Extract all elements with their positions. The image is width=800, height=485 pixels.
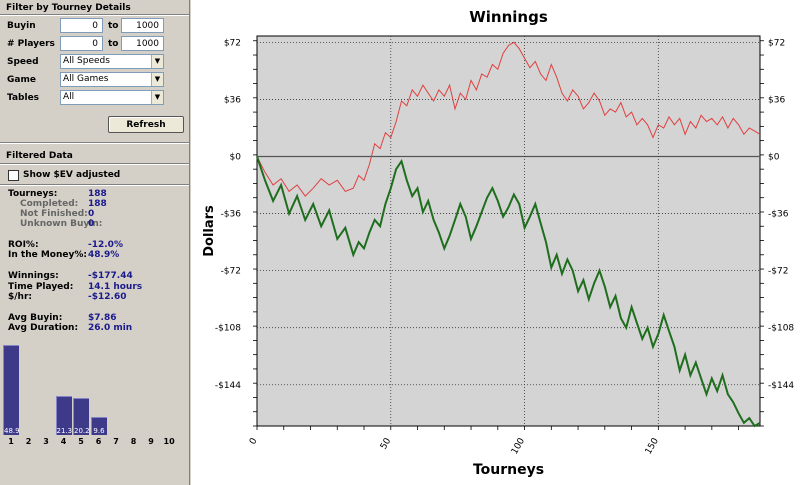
stat-label: Winnings: (8, 271, 59, 281)
plot-area (256, 35, 761, 427)
stat-label: Tourneys: (8, 189, 58, 199)
stat-value: 0 (88, 209, 95, 219)
game-select-value: All Games (63, 74, 109, 84)
histogram-bar-label: 20.2 (74, 427, 90, 435)
winnings-line (256, 156, 761, 428)
y-tick-label-left: -$72 (221, 267, 241, 277)
x-tick-label: 0 (248, 436, 260, 446)
y-tick-label-left: -$36 (221, 210, 242, 220)
divider (0, 142, 189, 144)
players-min-input[interactable] (60, 36, 103, 51)
histogram-x-label: 1 (8, 437, 14, 446)
stat-label: Completed: (20, 199, 79, 209)
winnings-ev-line (256, 41, 761, 197)
x-axis-label: Tourneys (473, 462, 544, 478)
stat-label: Unknown Buyin: (20, 219, 103, 229)
speed-select[interactable]: All Speeds ▼ (60, 54, 164, 69)
histogram-x-label: 6 (95, 437, 102, 446)
histogram-bar: 20.2 (73, 397, 90, 435)
y-axis-label: Dollars (202, 205, 217, 257)
stat-label: In the Money%: (8, 250, 87, 260)
histogram-x-label: 2 (25, 437, 32, 446)
histogram-bar: 48.9 (3, 345, 20, 435)
divider (0, 184, 189, 186)
speed-label: Speed (7, 57, 39, 67)
x-tick-label: 150 (644, 436, 661, 456)
x-tick-label: 100 (510, 436, 527, 456)
y-tick-label-left: $0 (230, 152, 242, 162)
y-tick-label-left: -$108 (215, 324, 241, 334)
players-to-label: to (108, 39, 119, 49)
players-max-input[interactable] (121, 36, 164, 51)
refresh-button[interactable]: Refresh (108, 116, 184, 133)
histogram-bar-label: 21.3 (56, 427, 73, 435)
players-label: # Players (7, 39, 55, 49)
game-select[interactable]: All Games ▼ (60, 72, 164, 87)
divider (0, 163, 189, 165)
histogram-x-label: 10 (163, 437, 175, 446)
game-label: Game (7, 75, 36, 85)
histogram-x-label: 4 (60, 437, 67, 446)
speed-select-value: All Speeds (63, 56, 110, 66)
y-tick-label-right: -$144 (768, 381, 794, 391)
stat-label: Avg Buyin: (8, 313, 63, 323)
stat-label: Not Finished: (20, 209, 88, 219)
stat-value: -12.0% (88, 240, 123, 250)
stat-value: 48.9% (88, 250, 120, 260)
ev-adjusted-checkbox[interactable] (8, 170, 19, 181)
tables-select[interactable]: All ▼ (60, 90, 164, 105)
stat-label: Time Played: (8, 282, 74, 292)
tables-select-value: All (63, 92, 75, 102)
stat-value: 14.1 hours (88, 282, 143, 292)
winnings-chart-panel: $72 $72 $36 $36 $0 $0 -$36 -$36 -$72 -$72 -$108 -$1… (191, 0, 800, 485)
stat-value: 188 (88, 199, 107, 209)
x-tick-label: 50 (379, 436, 394, 451)
histogram-x-label: 8 (130, 437, 137, 446)
buyin-label: Buyin (7, 21, 36, 31)
ev-adjusted-label: Show $EV adjusted (23, 170, 121, 180)
y-tick-label-right: -$36 (768, 210, 789, 220)
finish-histogram: 48.9 1 2 3 21.3 4 20.2 5 9.6 6 7 8 9 10 (0, 335, 185, 450)
stat-label: Avg Duration: (8, 323, 79, 333)
stat-value: 0 (88, 219, 95, 229)
stat-value: 26.0 min (88, 323, 133, 333)
tables-label: Tables (7, 93, 40, 103)
histogram-x-label: 7 (113, 437, 119, 446)
stat-value: -$12.60 (88, 292, 127, 302)
y-tick-label-right: -$72 (768, 267, 788, 277)
y-tick-label-right: $72 (768, 38, 785, 48)
filtered-data-title: Filtered Data (6, 151, 73, 161)
stat-value: -$177.44 (88, 271, 133, 281)
stat-label: ROI%: (8, 240, 39, 250)
stat-value: 188 (88, 189, 107, 199)
y-tick-label-right: $36 (768, 95, 785, 105)
y-tick-label-left: -$144 (215, 381, 241, 391)
winnings-chart: $72 $72 $36 $36 $0 $0 -$36 -$36 -$72 -$72 -$108 -$1… (202, 8, 794, 478)
stat-value: $7.86 (88, 313, 117, 323)
chevron-down-icon[interactable]: ▼ (151, 55, 163, 68)
y-tick-label-right: $0 (768, 152, 780, 162)
chart-title: Winnings (469, 8, 548, 26)
chevron-down-icon[interactable]: ▼ (151, 91, 163, 104)
histogram-bar-label: 9.6 (93, 427, 105, 435)
buyin-min-input[interactable] (60, 18, 103, 33)
histogram-bar: 9.6 (90, 417, 107, 435)
y-tick-label-left: $72 (224, 38, 241, 48)
buyin-to-label: to (108, 21, 119, 31)
histogram-bar: 21.3 (55, 395, 73, 435)
filter-section-title: Filter by Tourney Details (6, 3, 131, 13)
stat-label: $/hr: (8, 292, 32, 302)
histogram-bar-label: 48.9 (4, 427, 20, 435)
y-tick-label-left: $36 (224, 95, 241, 105)
divider (0, 14, 189, 16)
y-tick-label-right: -$108 (768, 324, 794, 334)
chevron-down-icon[interactable]: ▼ (151, 73, 163, 86)
histogram-x-label: 3 (43, 437, 49, 446)
histogram-x-label: 5 (78, 437, 84, 446)
buyin-max-input[interactable] (121, 18, 164, 33)
filter-sidebar: Filter by Tourney Details Buyin to # Pla… (0, 0, 190, 485)
histogram-x-label: 9 (148, 437, 154, 446)
